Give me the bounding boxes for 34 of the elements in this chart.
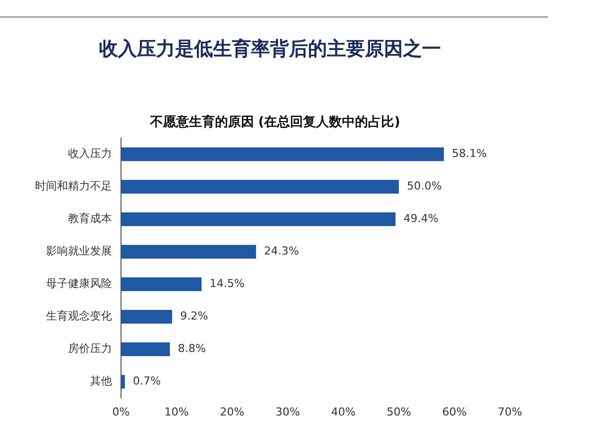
bar <box>121 147 444 162</box>
x-tick-label: 20% <box>220 405 244 418</box>
data-label: 58.1% <box>452 147 487 160</box>
y-tick-label: 生育观念变化 <box>46 310 112 323</box>
x-tick-label: 40% <box>331 405 356 418</box>
bar <box>121 244 256 259</box>
x-tick-label: 60% <box>442 405 467 418</box>
x-tick-label: 0% <box>112 405 130 418</box>
x-tick-label: 10% <box>164 405 189 418</box>
chart-title: 收入压力是低生育率背后的主要原因之一 <box>98 37 442 62</box>
y-tick-label: 教育成本 <box>68 212 112 226</box>
data-label: 8.8% <box>178 342 206 356</box>
chart-subtitle: 不愿意生育的原因 (在总回复人数中的占比) <box>148 114 402 131</box>
bar <box>121 180 399 194</box>
y-tick-label: 母子健康风险 <box>46 277 112 290</box>
y-tick-label: 时间和精力不足 <box>35 180 112 193</box>
x-tick-label: 70% <box>498 405 522 418</box>
data-label: 24.3% <box>264 244 299 258</box>
data-label: 9.2% <box>180 310 208 323</box>
bar <box>121 310 172 324</box>
y-tick-label: 其他 <box>90 374 112 388</box>
data-label: 14.5% <box>210 277 245 290</box>
x-tick-label: 30% <box>275 405 300 418</box>
bar <box>121 342 170 356</box>
y-tick-label: 收入压力 <box>68 147 112 160</box>
bar <box>121 374 125 389</box>
bar <box>121 212 396 226</box>
data-label: 49.4% <box>404 212 438 226</box>
data-label: 0.7% <box>132 374 161 388</box>
x-tick-label: 50% <box>386 405 412 418</box>
bar <box>121 277 202 292</box>
data-label: 50.0% <box>406 180 442 193</box>
y-tick-label: 影响就业发展 <box>46 244 112 258</box>
y-tick-label: 房价压力 <box>68 342 112 356</box>
